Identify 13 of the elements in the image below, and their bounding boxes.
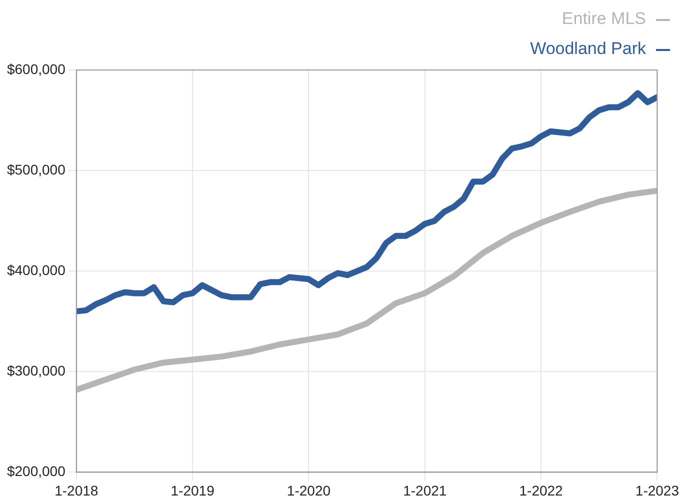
x-tick-label: 1-2022	[519, 482, 564, 498]
y-tick-label: $500,000	[6, 161, 66, 178]
x-tick-label: 1-2021	[403, 482, 447, 498]
legend-label: Entire MLS	[562, 9, 646, 28]
legend-label: Woodland Park	[530, 39, 646, 58]
y-tick-label: $400,000	[6, 262, 66, 278]
x-tick-label: 1-2023	[635, 482, 680, 498]
y-tick-label: $200,000	[6, 463, 66, 480]
x-tick-label: 1-2018	[54, 482, 98, 498]
x-tick-label: 1-2019	[170, 482, 215, 498]
y-tick-label: $600,000	[6, 60, 66, 77]
y-tick-label: $300,000	[6, 362, 66, 379]
x-tick-label: 1-2020	[286, 482, 331, 498]
